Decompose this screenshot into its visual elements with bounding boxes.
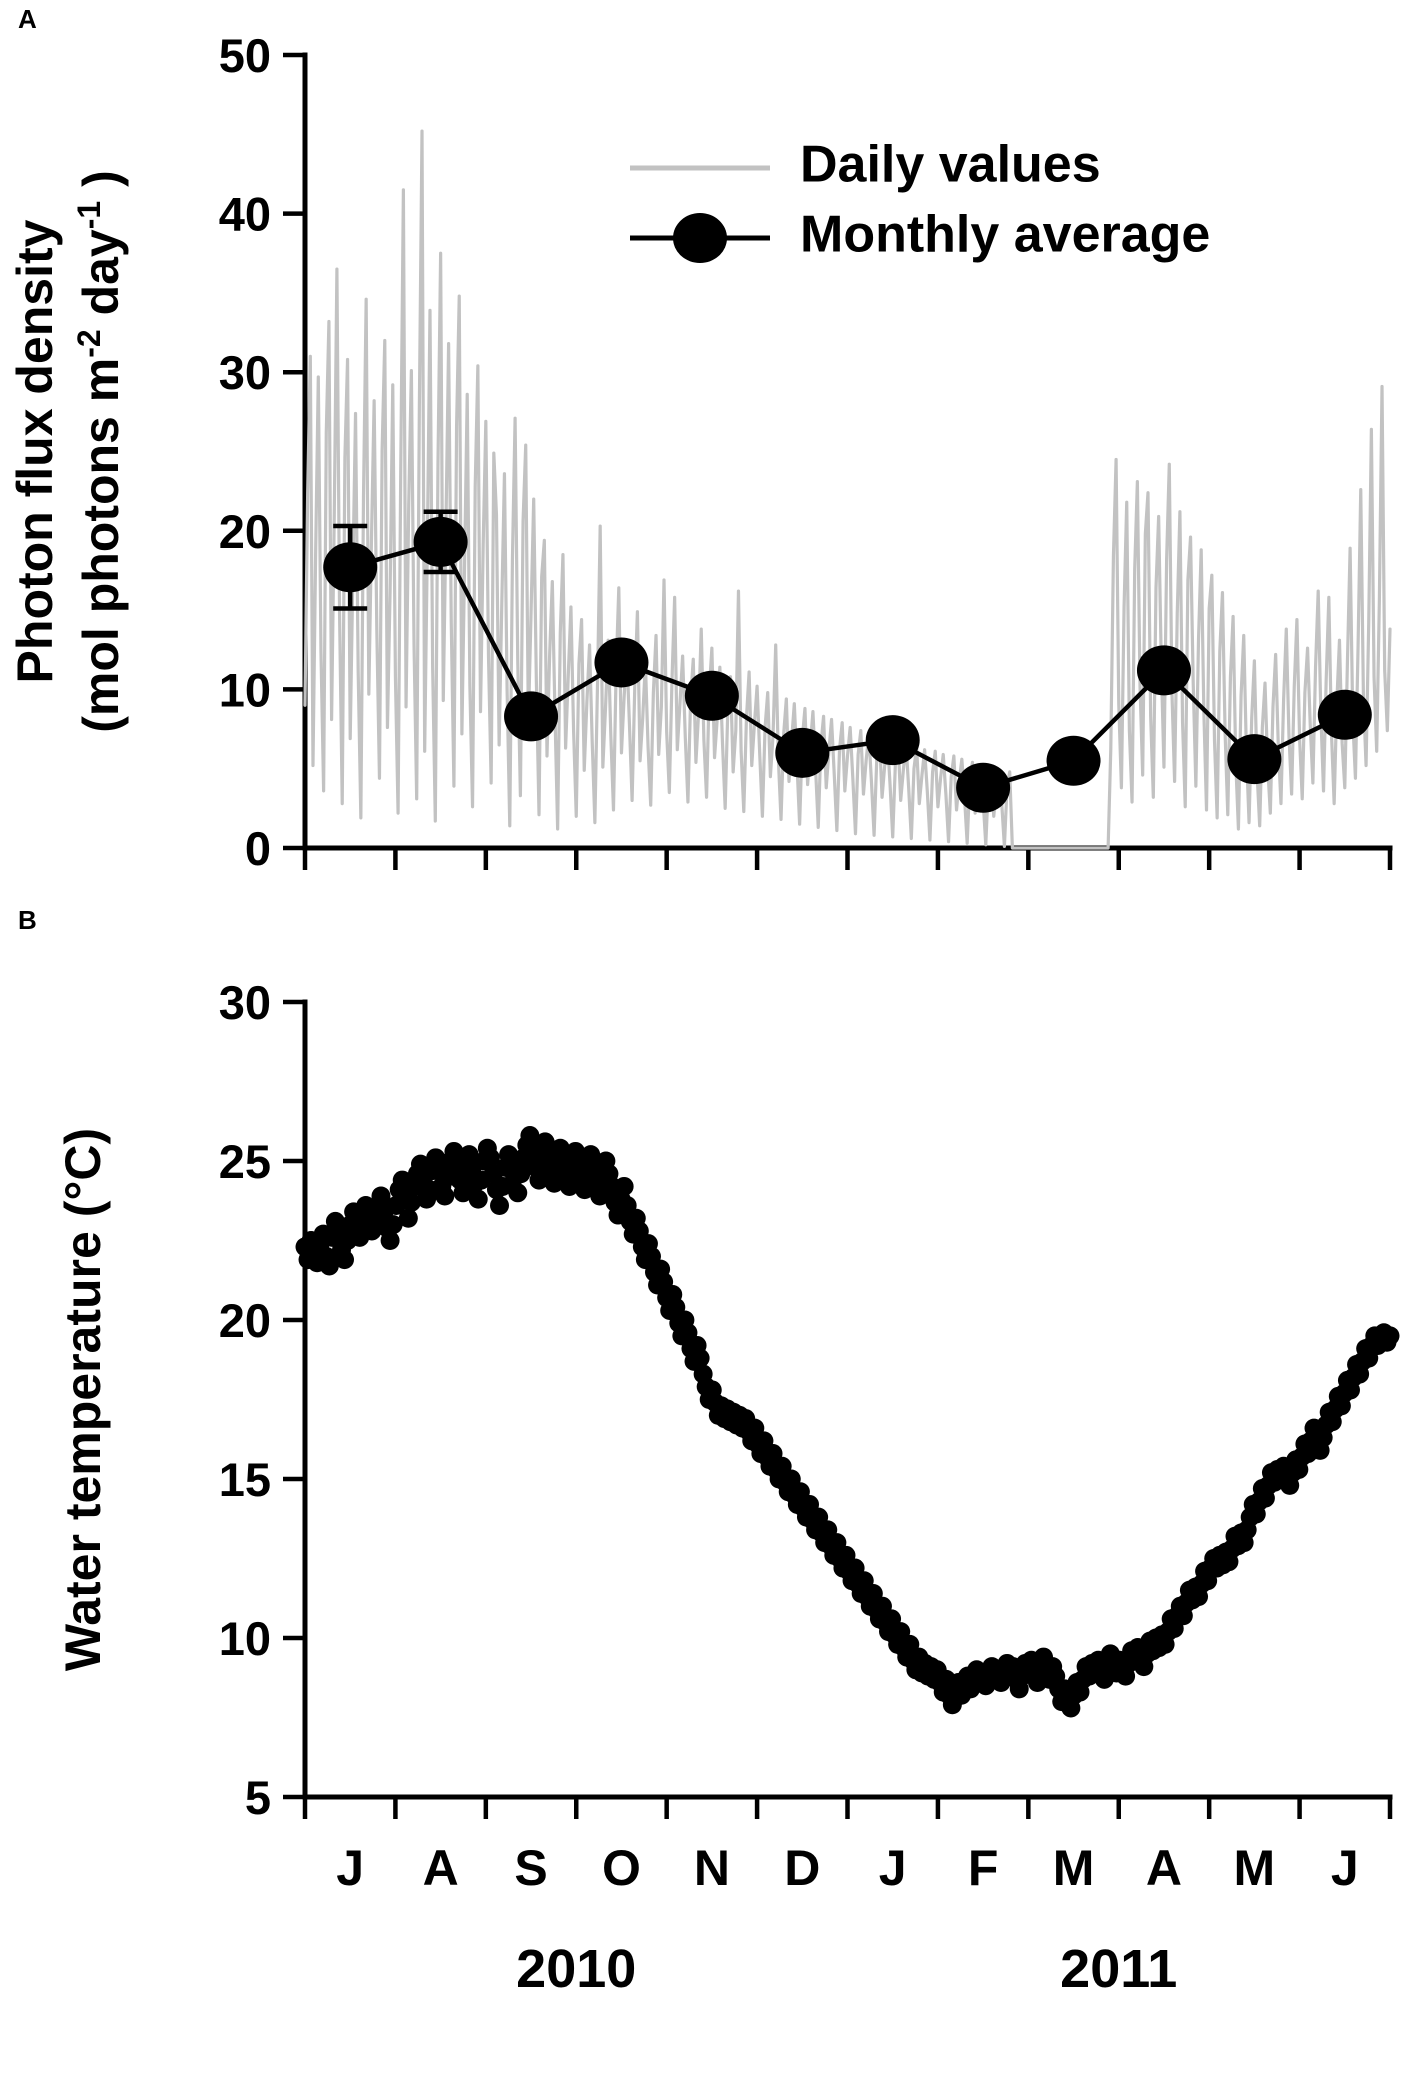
legend-monthly-average-marker <box>673 213 727 263</box>
panel-a-month-label: J <box>336 891 364 900</box>
panel-a-month-label: A <box>1146 891 1182 900</box>
panel-b-y-tick-label: 20 <box>219 1294 271 1347</box>
panel-b-scatter-point <box>480 1148 500 1168</box>
panel-a-month-label: F <box>968 891 999 900</box>
panel-b-scatter-point <box>690 1348 710 1368</box>
panel-a-month-label: M <box>1234 891 1276 900</box>
panel-b-y-axis-title: Water temperature (°C) <box>55 1128 111 1671</box>
panel-b-scatter-point <box>520 1126 540 1146</box>
panel-a-y-tick-label: 50 <box>219 29 271 82</box>
panel-a-y-tick-label: 30 <box>219 346 271 399</box>
panel-a-month-label: S <box>514 891 547 900</box>
panel-a-y-axis-title-line1: Photon flux density <box>7 219 63 683</box>
panel-b-scatter-point <box>490 1196 510 1216</box>
panel-a-chart: 0 10 20 30 40 50 J A S O N D J F M A M J Daily values Month… <box>7 29 1393 900</box>
panel-a-monthly-average-marker <box>956 762 1011 813</box>
panel-b-scatter-point <box>401 1192 421 1212</box>
panel-a-monthly-average-marker <box>323 542 378 593</box>
panel-a-letter: A <box>18 4 37 34</box>
panel-b-scatter-point <box>468 1189 488 1209</box>
panel-b-scatter-point <box>435 1186 455 1206</box>
panel-a-month-label: M <box>1053 891 1095 900</box>
panel-a-month-label: J <box>879 891 907 900</box>
panel-a-y-tick-label: 20 <box>219 505 271 558</box>
panel-b-scatter-point <box>511 1164 531 1184</box>
panel-b-month-label: J <box>879 1840 907 1896</box>
panel-a-y-tick-label: 40 <box>219 188 271 241</box>
panel-b-scatter-point <box>398 1208 418 1228</box>
panel-a-monthly-average-marker <box>865 715 920 766</box>
panel-b-month-label: O <box>602 1840 641 1896</box>
legend-monthly-average-label: Monthly average <box>800 206 1210 264</box>
panel-b-month-label: M <box>1234 1840 1276 1896</box>
legend-daily-values-label: Daily values <box>800 136 1101 194</box>
panel-a-y-tick-label: 0 <box>245 822 271 875</box>
panel-b-y-tick-label: 5 <box>245 1771 271 1824</box>
panel-a-monthly-average-marker <box>1317 689 1372 740</box>
panel-b-y-tick-label: 15 <box>219 1453 271 1506</box>
panel-a-monthly-average-marker <box>684 670 739 721</box>
panel-a-daily-values-line <box>303 129 1392 850</box>
panel-a-monthly-average-marker <box>1227 734 1282 785</box>
panel-b-month-label: A <box>1146 1840 1182 1896</box>
panel-b-letter: B <box>18 905 37 935</box>
panel-b-month-label: M <box>1053 1840 1095 1896</box>
panel-a-month-label: O <box>602 891 641 900</box>
panel-b-month-label: D <box>784 1840 820 1896</box>
panel-b-month-label: A <box>423 1840 459 1896</box>
panel-a-monthly-average-marker <box>1136 645 1191 696</box>
panel-a-monthly-average-marker <box>594 637 649 688</box>
panel-b-year-label: 2011 <box>1060 1939 1177 1999</box>
panel-a-y-axis-title-line2: (mol photons m-2 day-1 ) <box>71 170 129 732</box>
panel-a-monthly-average-marker <box>504 691 559 742</box>
panel-b-month-label: F <box>968 1840 999 1896</box>
panel-b-scatter-point <box>335 1250 355 1270</box>
panel-b-scatter-point <box>614 1176 634 1196</box>
panel-b-scatter-point <box>508 1183 528 1203</box>
panel-b-y-tick-label: 10 <box>219 1612 271 1665</box>
panel-b-scatter-point <box>383 1215 403 1235</box>
panel-a-month-label: J <box>1331 891 1359 900</box>
panel-b-month-label: J <box>336 1840 364 1896</box>
panel-a-month-label: N <box>694 891 730 900</box>
panel-b-year-label: 2010 <box>516 1939 636 1999</box>
panel-b-scatter-point <box>371 1186 391 1206</box>
panel-b-y-tick-label: 30 <box>219 976 271 1029</box>
panel-a-y-tick-label: 10 <box>219 663 271 716</box>
panel-b-month-label: N <box>694 1840 730 1896</box>
panel-b-scatter-point <box>380 1231 400 1250</box>
panel-b-scatter-point <box>319 1256 339 1276</box>
panel-a-monthly-average-marker <box>413 516 468 567</box>
panel-a-month-label: A <box>423 891 459 900</box>
panel-b-month-label: J <box>1331 1840 1359 1896</box>
panel-a-month-label: D <box>784 891 820 900</box>
panel-b-month-label: S <box>514 1840 547 1896</box>
panel-a-monthly-average-marker <box>1046 735 1101 786</box>
panel-b-scatter-point <box>1380 1326 1400 1346</box>
panel-b-y-tick-label: 25 <box>219 1135 271 1188</box>
panel-a-monthly-average-marker <box>775 727 830 778</box>
